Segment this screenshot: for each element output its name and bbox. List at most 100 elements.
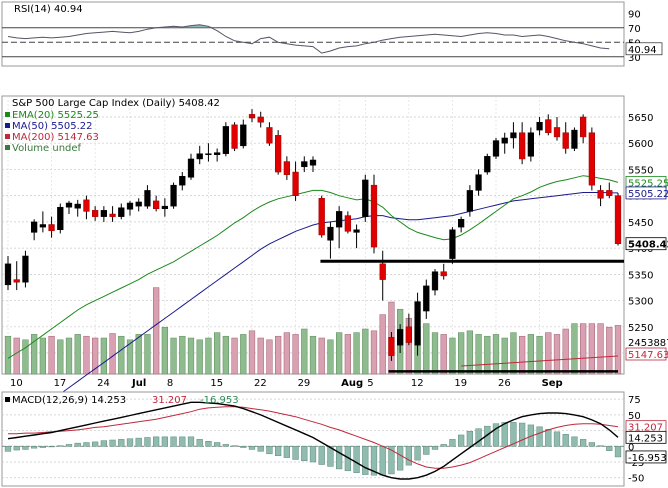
volume-bar: [231, 337, 238, 375]
date-tick-label: 19: [454, 378, 467, 389]
macd-histogram-bar: [257, 446, 264, 452]
volume-bar: [240, 334, 247, 375]
volume-bar: [92, 337, 99, 375]
price-value-label: 5408.42: [625, 237, 668, 251]
date-tick-label: 26: [498, 378, 511, 389]
volume-bar: [571, 323, 578, 375]
volume-bar: [301, 328, 308, 375]
volume-bar: [292, 334, 299, 375]
candle: [571, 127, 578, 152]
date-tick-label: 22: [254, 378, 267, 389]
svg-text:-16.953: -16.953: [628, 453, 667, 464]
svg-text:5408.42: 5408.42: [628, 240, 668, 251]
volume-legend: Volume undef: [12, 143, 82, 154]
macd-histogram-bar: [301, 446, 308, 461]
macd-histogram-bar: [588, 442, 595, 447]
candle: [205, 143, 212, 162]
date-tick-label: 24: [97, 378, 110, 389]
volume-bar: [597, 323, 604, 375]
volume-bar: [153, 287, 160, 375]
volume-bar: [48, 335, 55, 375]
volume-bar: [510, 332, 517, 375]
candle: [135, 198, 142, 212]
volume-bar: [379, 314, 386, 375]
volume-bar: [222, 335, 229, 375]
candle: [431, 269, 439, 296]
macd-histogram-bar: [614, 446, 622, 458]
volume-bar: [170, 337, 177, 375]
price-value-label: 5147.63: [625, 347, 668, 361]
candle: [31, 219, 38, 241]
macd-histogram-bar: [31, 446, 38, 449]
date-tick-label: Jul: [131, 378, 146, 389]
macd-histogram-bar: [13, 446, 20, 451]
candle: [283, 156, 290, 180]
candle: [39, 211, 46, 233]
volume-bar: [353, 332, 360, 375]
volume-bar: [423, 323, 430, 375]
macd-histogram-bar: [431, 446, 439, 450]
candle: [336, 206, 343, 249]
candle: [179, 172, 186, 191]
candle: [545, 114, 552, 136]
macd-histogram-bar: [39, 446, 46, 448]
rsi-line: [7, 24, 610, 54]
volume-bar: [519, 335, 526, 375]
candle: [492, 137, 500, 159]
macd-histogram-bar: [370, 446, 378, 476]
svg-text:31.207: 31.207: [628, 423, 663, 434]
volume-bar: [606, 326, 613, 375]
price-tick-label: 5350: [628, 270, 653, 281]
candle: [405, 313, 412, 346]
date-tick-label: Aug: [341, 378, 363, 389]
volume-bar: [614, 325, 622, 375]
macd-value-label: 14.253: [625, 430, 667, 444]
macd-legend-histogram: -16.953: [200, 395, 239, 406]
volume-bar: [257, 337, 264, 375]
macd-value-label: -16.953: [625, 450, 667, 464]
volume-bar: [118, 335, 125, 375]
macd-histogram-bar: [309, 446, 317, 463]
volume-bar: [309, 335, 317, 375]
volume-bar: [327, 339, 334, 375]
volume-bar: [440, 334, 447, 375]
chart-title: S&P 500 Large Cap Index (Daily) 5408.42: [12, 98, 220, 109]
ma200-legend: MA(200) 5147.63: [12, 132, 99, 143]
macd-legend-signal: 31.207: [152, 395, 187, 406]
macd-tick-label: 0: [628, 442, 634, 453]
price-tick-label: 5300: [628, 297, 653, 308]
candle: [266, 122, 273, 146]
volume-bar: [545, 332, 552, 375]
volume-bar: [370, 330, 378, 375]
macd-histogram-bar: [275, 446, 282, 456]
macd-histogram-bar: [248, 446, 256, 450]
volume-bar: [344, 334, 351, 375]
candle: [292, 161, 299, 201]
macd-histogram-bar: [440, 444, 447, 447]
candle: [275, 130, 282, 175]
volume-bar: [39, 337, 46, 375]
macd-tick-label: -25: [628, 458, 644, 469]
candle: [161, 198, 168, 217]
macd-tick-label: 50: [628, 411, 641, 422]
volume-bar: [57, 339, 64, 375]
volume-bar: [553, 334, 561, 375]
candle: [414, 292, 421, 356]
candle: [562, 122, 569, 154]
candle: [327, 221, 334, 259]
price-tick-label: 5450: [628, 218, 653, 229]
volume-bar: [65, 337, 73, 375]
macd-histogram-bar: [545, 429, 552, 447]
macd-histogram-bar: [397, 446, 404, 471]
volume-bar: [318, 337, 325, 375]
macd-histogram-bar: [100, 440, 107, 447]
macd-histogram-bar: [492, 423, 500, 447]
macd-histogram-bar: [571, 436, 578, 447]
candle: [501, 132, 508, 154]
volume-bar: [475, 334, 482, 375]
volume-bar: [336, 332, 343, 375]
macd-histogram-bar: [423, 446, 430, 455]
volume-bar: [536, 335, 543, 375]
macd-histogram-bar: [458, 434, 465, 447]
